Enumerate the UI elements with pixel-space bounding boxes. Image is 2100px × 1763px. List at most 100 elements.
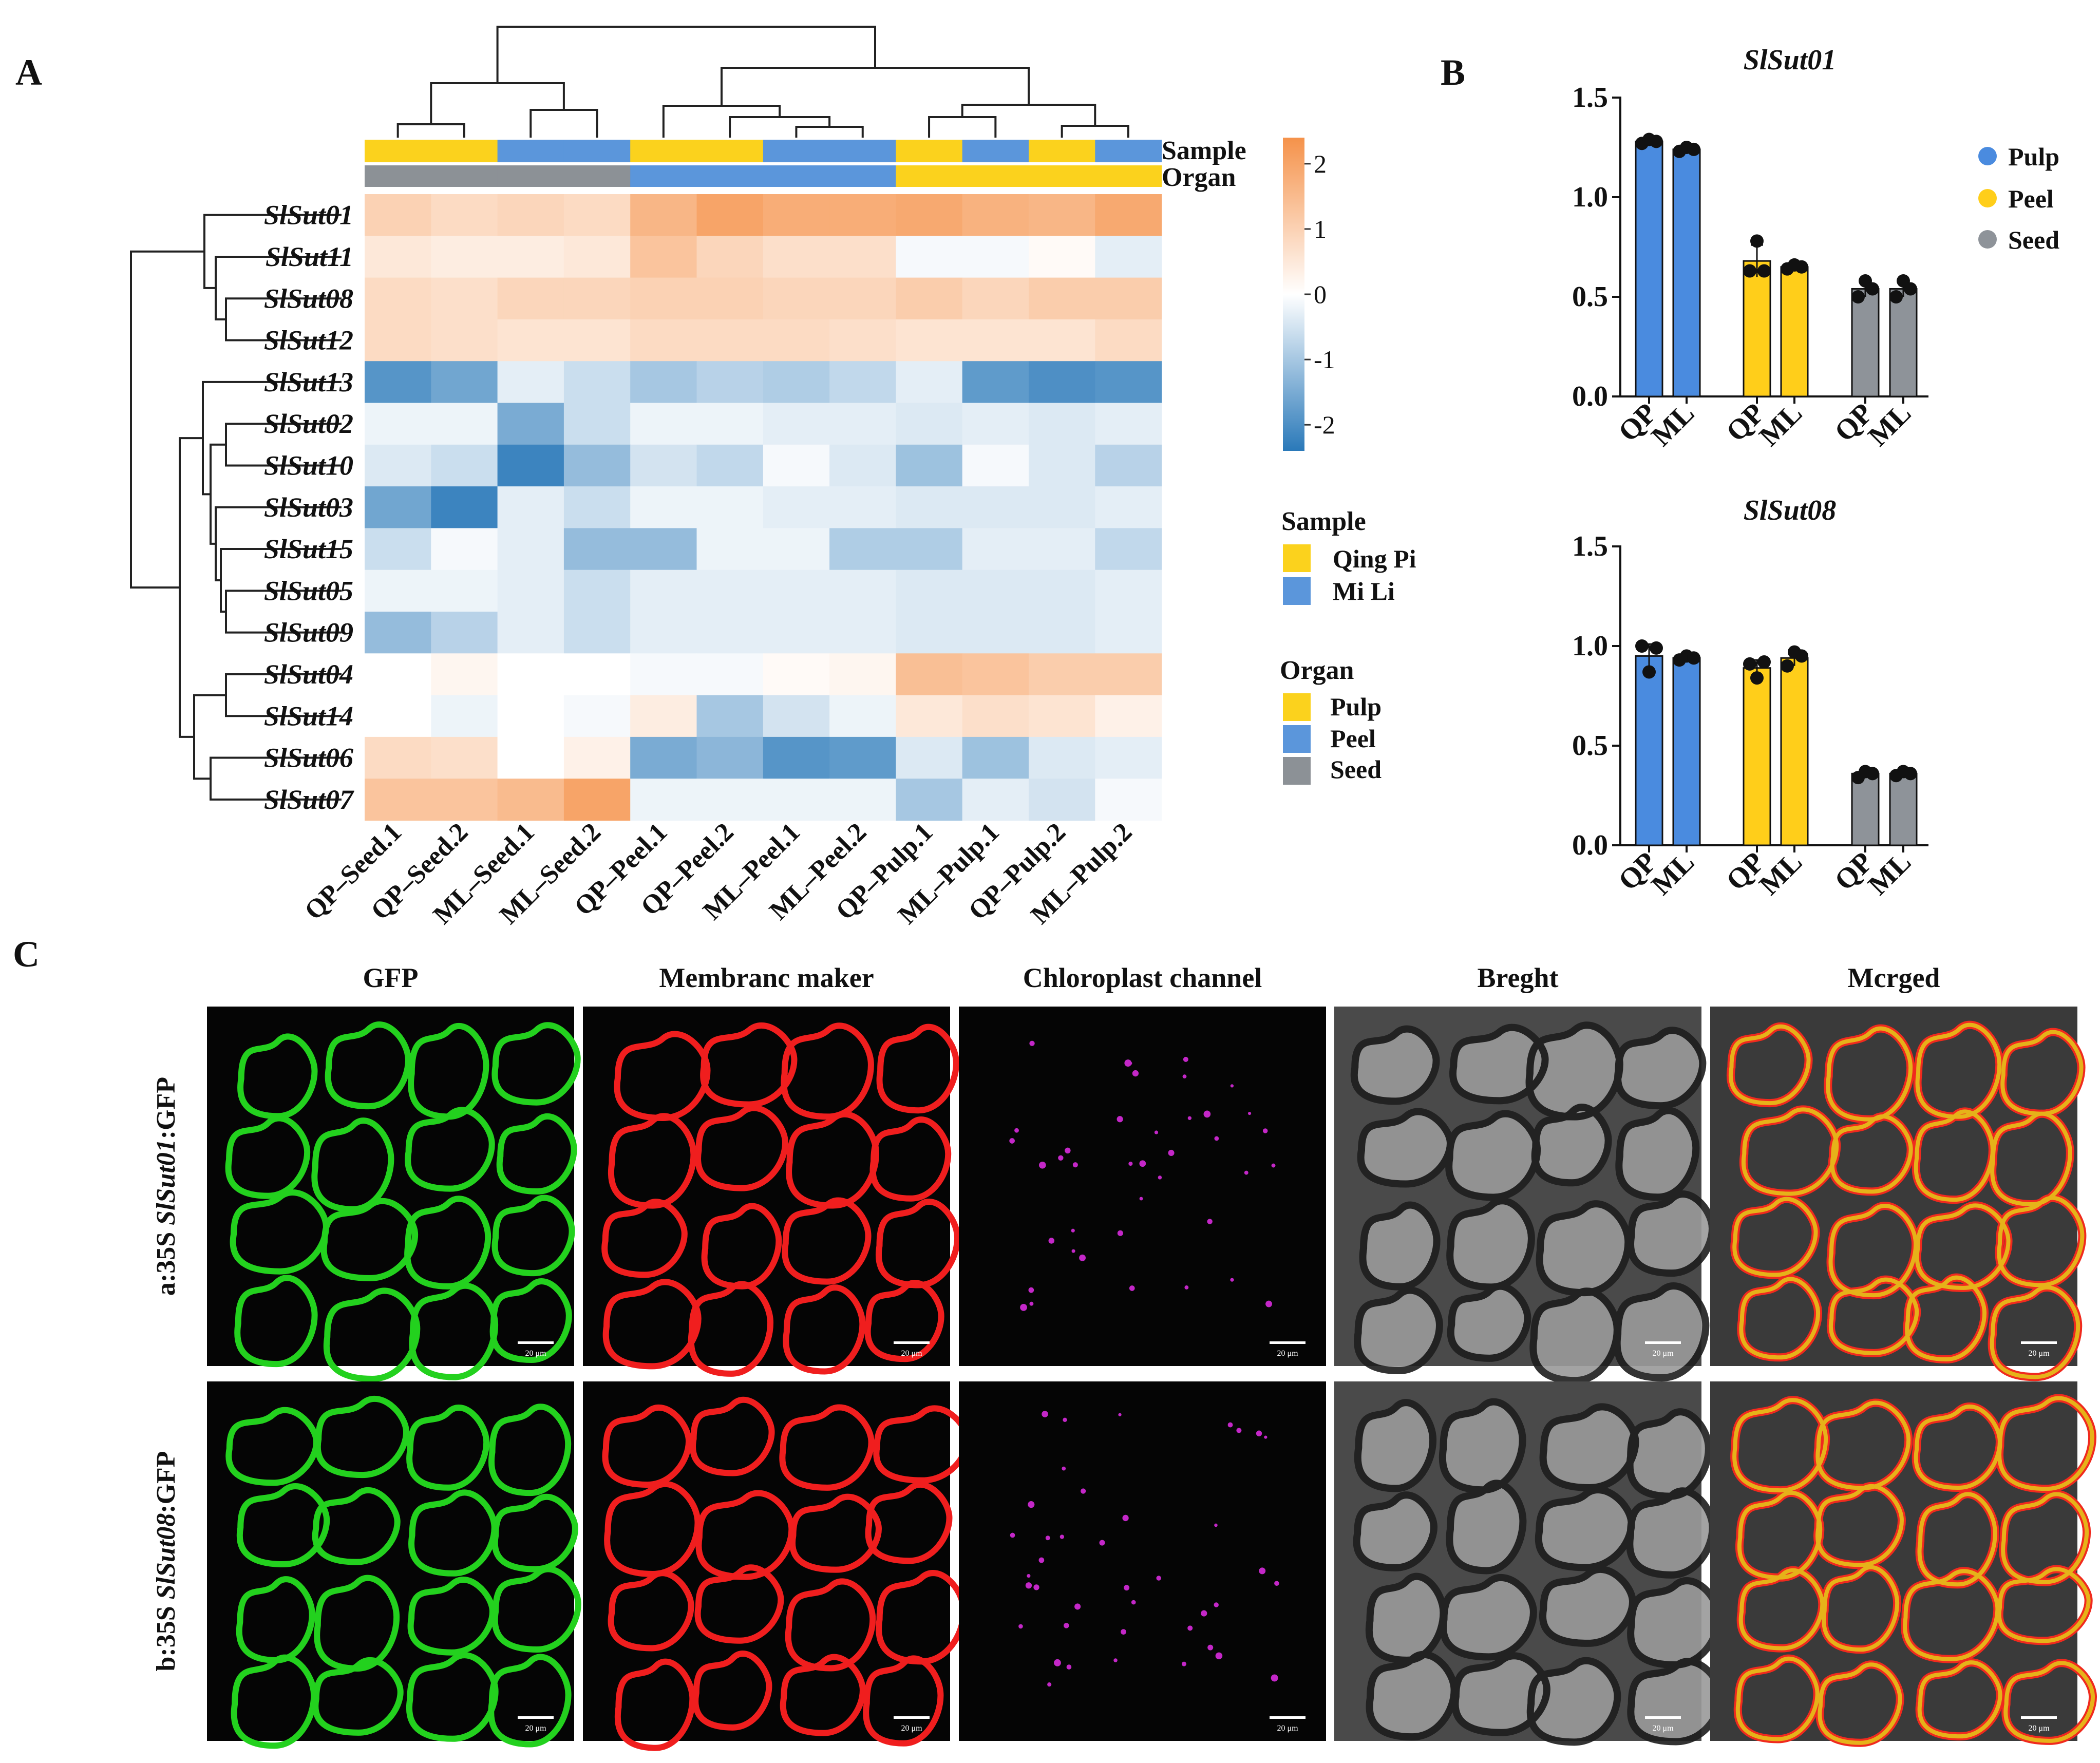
chloroplast-signal [1201, 1610, 1207, 1617]
heatmap-cell [696, 528, 764, 571]
heatmap-cell [563, 653, 631, 696]
heatmap-cell [630, 779, 697, 821]
heatmap-cell [829, 277, 896, 320]
panel-label-a: A [15, 52, 42, 93]
dendrogram-link [130, 250, 204, 589]
heatmap-cell [431, 403, 498, 445]
heatmap-cell [497, 361, 564, 404]
cell-outline [1729, 1022, 2085, 1379]
replicate-point [1743, 657, 1756, 671]
heatmap-cell [763, 194, 830, 236]
column-dendrogram [396, 26, 1129, 138]
heatmap-cell [431, 319, 498, 362]
heatmap-cell [497, 277, 564, 320]
channel-header: Chloroplast channel [1023, 962, 1262, 993]
color-scale-bar [1283, 138, 1304, 451]
organ-legend: Organ Pulp Peel Seed [1280, 656, 1382, 785]
x-tick-label: ML [1862, 397, 1918, 452]
organ-legend-item: Peel [1330, 724, 1376, 753]
scale-bar-label: 20 μm [2028, 1349, 2050, 1358]
sample-track-cell [1095, 140, 1162, 162]
replicate-point [1750, 234, 1764, 248]
scale-bar [1270, 1716, 1306, 1719]
heatmap-cell [563, 444, 631, 487]
organ-legend-item: Pulp [1330, 692, 1382, 721]
heatmap-cell [1095, 444, 1162, 487]
heatmap-panel: Sample Organ SlSut01 SlSut11 SlSut08 SlSut1… [130, 26, 1416, 930]
chloroplast-signal [1117, 1230, 1123, 1236]
heatmap-cell [630, 486, 697, 528]
heatmap-cell [696, 653, 764, 696]
scale-bar [1645, 1716, 1681, 1719]
y-tick-label: 0.5 [1572, 730, 1608, 762]
sample-track-cell [365, 140, 431, 162]
dendrogram-link [795, 126, 864, 138]
chloroplast-signal [1054, 1659, 1061, 1666]
row-label: SlSut05 [264, 575, 353, 606]
heatmap-cell [1029, 361, 1095, 404]
chloroplast-signal [1099, 1540, 1105, 1546]
chloroplast-signal [1045, 1535, 1050, 1541]
micrograph: 20 μm [207, 1007, 581, 1382]
heatmap-cell [431, 653, 498, 696]
heatmap-cell [563, 779, 631, 821]
heatmap-cell [896, 194, 963, 236]
chloroplast-signal [1124, 1585, 1130, 1591]
sample-track-cell [763, 140, 830, 162]
replicate-point [1650, 641, 1663, 655]
heatmap-cell [365, 236, 431, 278]
heatmap-cell [962, 403, 1029, 445]
row-label: SlSut09 [264, 617, 353, 648]
heatmap-cell [763, 486, 830, 528]
organ-track-cell [497, 165, 564, 187]
heatmap-cell [1029, 528, 1095, 571]
heatmap-cell [896, 779, 963, 821]
heatmap-cell [896, 736, 963, 779]
heatmap-cell [497, 736, 564, 779]
chloroplast-signal [1230, 1084, 1234, 1088]
y-tick-label: 0.5 [1572, 281, 1608, 313]
heatmap-cell [829, 236, 896, 278]
scale-tick-label: 2 [1314, 149, 1327, 178]
heatmap-cell [829, 361, 896, 404]
heatmap-cell [1095, 194, 1162, 236]
row-label: SlSut11 [266, 241, 353, 272]
chloroplast-signal [1064, 1623, 1069, 1628]
heatmap-cell [896, 277, 963, 320]
replicate-point [1866, 767, 1879, 781]
row-label: SlSut03 [264, 492, 353, 523]
heatmap-cell [630, 570, 697, 612]
heatmap-cell [962, 319, 1029, 362]
bar [1743, 667, 1771, 846]
heatmap-cell [630, 319, 697, 362]
heatmap-cell [763, 236, 830, 278]
heatmap-cell [829, 779, 896, 821]
chloroplast-signal [1038, 1557, 1045, 1563]
chloroplast-signal [1062, 1466, 1066, 1471]
heatmap-cell [1029, 570, 1095, 612]
scale-bar-label: 20 μm [525, 1349, 546, 1358]
heatmap-cell [365, 486, 431, 528]
heatmap-cell [365, 528, 431, 571]
chloroplast-signal [1236, 1428, 1242, 1433]
heatmap-cell [896, 570, 963, 612]
bar-legend-dot-peel [1978, 189, 1997, 207]
row-label: SlSut07 [264, 784, 354, 815]
heatmap-cell [497, 194, 564, 236]
chloroplast-signal [1074, 1603, 1081, 1610]
construct-label: a:35S SlSut01:GFP [152, 1077, 181, 1296]
chloroplast-signal [1168, 1149, 1175, 1157]
row-dendrogram [130, 214, 342, 801]
heatmap-cell [497, 528, 564, 571]
chloroplast-signal [1264, 1435, 1267, 1439]
scale-bar-label: 20 μm [1277, 1349, 1298, 1358]
organ-track-cell [1095, 165, 1162, 187]
heatmap-cell [630, 194, 697, 236]
chloroplast-signal [1025, 1582, 1032, 1589]
bar-legend-item: Pulp [2008, 142, 2059, 171]
micrograph: 20 μm [1334, 1007, 1716, 1385]
heatmap-cell [1095, 528, 1162, 571]
chloroplast-signal [1072, 1162, 1078, 1168]
sample-track-cell [896, 140, 963, 162]
